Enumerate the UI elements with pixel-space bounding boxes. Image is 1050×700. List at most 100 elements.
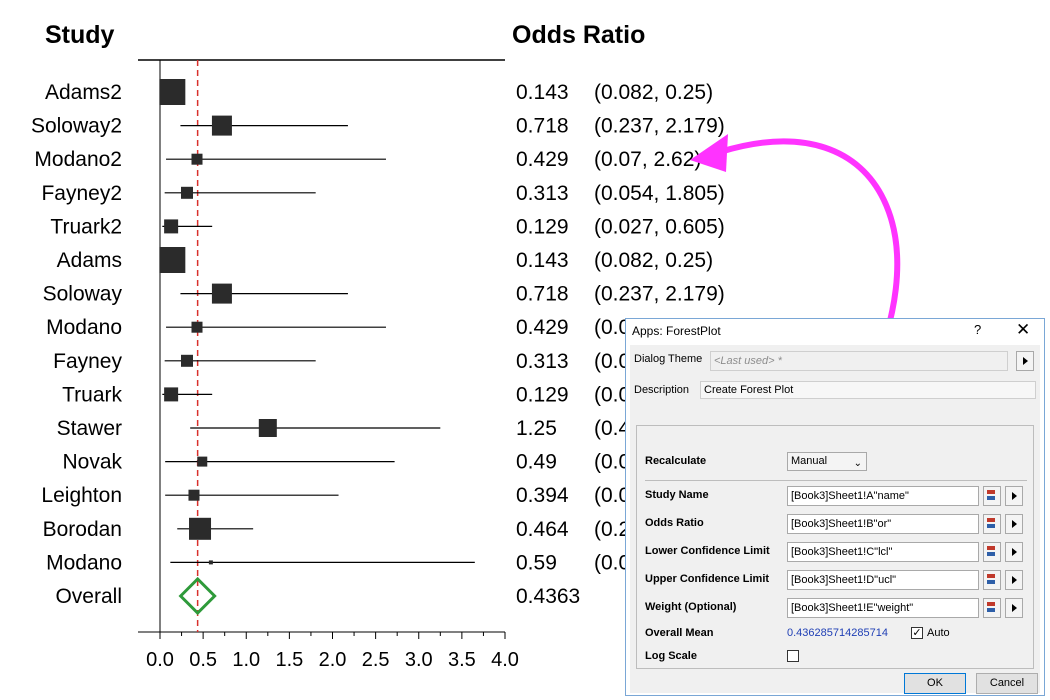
column-picker-icon[interactable] bbox=[983, 514, 1001, 534]
ci-value-label: (0.082, 0.25) bbox=[594, 81, 713, 104]
odds-ratio-label: Odds Ratio bbox=[645, 517, 704, 529]
ci-value-label: (0.07, 2.62) bbox=[594, 148, 701, 171]
lcl-field[interactable]: [Book3]Sheet1!C"lcl" bbox=[787, 542, 979, 562]
study-box bbox=[197, 456, 208, 467]
study-box bbox=[191, 321, 203, 333]
ci-value-label: (0.4 bbox=[594, 417, 631, 440]
study-name-label: Study Name bbox=[645, 489, 709, 501]
study-name-arrow-button[interactable] bbox=[1005, 486, 1023, 506]
study-box bbox=[258, 419, 277, 437]
study-name-label: Modano bbox=[46, 551, 122, 574]
odds-ratio-field[interactable]: [Book3]Sheet1!B"or" bbox=[787, 514, 979, 534]
ci-value-label: (0.027, 0.605) bbox=[594, 215, 725, 238]
study-name-label: Truark2 bbox=[50, 215, 122, 238]
or-value-label: 0.464 bbox=[516, 518, 569, 541]
x-tick-label: 0.0 bbox=[146, 649, 174, 671]
ci-value-label: (0.0 bbox=[594, 484, 630, 507]
or-value-label: 0.429 bbox=[516, 148, 569, 171]
help-icon[interactable]: ? bbox=[974, 322, 982, 337]
recalculate-value: Manual bbox=[791, 455, 828, 467]
x-tick-label: 3.0 bbox=[405, 649, 433, 671]
ci-value-label: (0.237, 2.179) bbox=[594, 115, 725, 138]
or-value-label: 0.49 bbox=[516, 451, 557, 474]
study-box bbox=[180, 354, 193, 367]
x-tick-label: 4.0 bbox=[491, 649, 519, 671]
ci-value-label: (0.2 bbox=[594, 518, 630, 541]
study-name-label: Modano2 bbox=[34, 148, 122, 171]
overall-label: Overall bbox=[55, 585, 122, 608]
study-name-label: Modano bbox=[46, 316, 122, 339]
or-value-label: 0.143 bbox=[516, 81, 569, 104]
column-picker-icon[interactable] bbox=[983, 542, 1001, 562]
study-box bbox=[211, 283, 232, 304]
or-value-label: 0.313 bbox=[516, 182, 569, 205]
ci-value-label: (0.082, 0.25) bbox=[594, 249, 713, 272]
or-value-label: 1.25 bbox=[516, 417, 557, 440]
overall-value-label: 0.4363 bbox=[516, 585, 580, 608]
lcl-arrow-button[interactable] bbox=[1005, 542, 1023, 562]
or-value-label: 0.718 bbox=[516, 283, 569, 306]
study-box bbox=[164, 219, 179, 234]
study-name-label: Fayney2 bbox=[41, 182, 122, 205]
study-box bbox=[208, 560, 213, 565]
weight-field[interactable]: [Book3]Sheet1!E"weight" bbox=[787, 598, 979, 618]
or-value-label: 0.59 bbox=[516, 551, 557, 574]
study-box bbox=[164, 387, 179, 402]
column-picker-icon[interactable] bbox=[983, 598, 1001, 618]
dialog-theme-field: <Last used> * bbox=[710, 351, 1008, 371]
study-name-label: Borodan bbox=[43, 518, 122, 541]
auto-checkbox[interactable]: ✓ bbox=[911, 627, 923, 639]
ci-value-label: (0.054, 1.805) bbox=[594, 182, 725, 205]
study-name-label: Novak bbox=[62, 451, 122, 474]
odds-ratio-arrow-button[interactable] bbox=[1005, 514, 1023, 534]
study-name-label: Adams bbox=[57, 249, 122, 272]
study-name-label: Soloway bbox=[43, 283, 123, 306]
study-name-field[interactable]: [Book3]Sheet1!A"name" bbox=[787, 486, 979, 506]
odds-ratio-column-header: Odds Ratio bbox=[512, 21, 646, 49]
weight-arrow-button[interactable] bbox=[1005, 598, 1023, 618]
study-column-header: Study bbox=[45, 21, 115, 49]
or-value-label: 0.143 bbox=[516, 249, 569, 272]
column-picker-icon[interactable] bbox=[983, 570, 1001, 590]
or-value-label: 0.394 bbox=[516, 484, 569, 507]
study-name-label: Fayney bbox=[53, 350, 122, 373]
overall-diamond bbox=[178, 576, 217, 616]
log-scale-label: Log Scale bbox=[645, 650, 697, 662]
study-box bbox=[191, 153, 203, 165]
dialog-theme-label: Dialog Theme bbox=[634, 353, 703, 365]
study-name-label: Leighton bbox=[41, 484, 122, 507]
study-box bbox=[211, 115, 232, 136]
auto-label: Auto bbox=[927, 627, 950, 639]
weight-label: Weight (Optional) bbox=[645, 601, 737, 613]
group-separator bbox=[645, 480, 1027, 481]
x-tick-label: 1.0 bbox=[232, 649, 260, 671]
ucl-arrow-button[interactable] bbox=[1005, 570, 1023, 590]
cancel-button[interactable]: Cancel bbox=[976, 673, 1038, 694]
close-icon[interactable]: ✕ bbox=[1016, 320, 1031, 339]
study-name-label: Stawer bbox=[57, 417, 122, 440]
or-value-label: 0.718 bbox=[516, 115, 569, 138]
description-label: Description bbox=[634, 384, 690, 396]
theme-arrow-button[interactable] bbox=[1016, 351, 1034, 371]
x-tick-label: 2.0 bbox=[319, 649, 347, 671]
column-picker-icon[interactable] bbox=[983, 486, 1001, 506]
study-box bbox=[188, 489, 200, 501]
study-name-label: Truark bbox=[62, 383, 122, 406]
x-tick-label: 3.5 bbox=[448, 649, 476, 671]
ucl-label: Upper Confidence Limit bbox=[645, 573, 770, 585]
log-scale-checkbox[interactable] bbox=[787, 650, 799, 662]
ci-value-label: (0.237, 2.179) bbox=[594, 283, 725, 306]
ok-button[interactable]: OK bbox=[904, 673, 966, 694]
x-tick-label: 2.5 bbox=[362, 649, 390, 671]
ci-value-label: (0.0 bbox=[594, 551, 630, 574]
forestplot-dialog: Apps: ForestPlot ? ✕ Dialog Theme <Last … bbox=[625, 318, 1045, 696]
study-name-label: Soloway2 bbox=[31, 115, 122, 138]
recalculate-select[interactable]: Manual ⌄ bbox=[787, 452, 867, 471]
dialog-title: Apps: ForestPlot bbox=[632, 324, 721, 338]
dialog-body: Dialog Theme <Last used> * Description C… bbox=[630, 345, 1040, 694]
study-box bbox=[159, 79, 186, 105]
lcl-label: Lower Confidence Limit bbox=[645, 545, 770, 557]
ucl-field[interactable]: [Book3]Sheet1!D"ucl" bbox=[787, 570, 979, 590]
description-field[interactable]: Create Forest Plot bbox=[700, 381, 1036, 399]
study-name-label: Adams2 bbox=[45, 81, 122, 104]
